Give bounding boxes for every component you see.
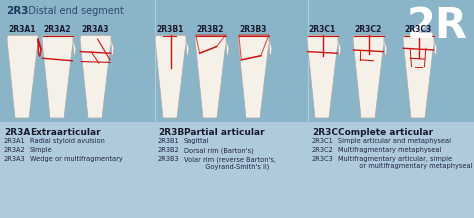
Text: 2R: 2R [407, 5, 468, 47]
Polygon shape [73, 38, 76, 57]
Text: Multifragmentary metaphyseal: Multifragmentary metaphyseal [338, 147, 441, 153]
Text: Radial styloid avulsion: Radial styloid avulsion [30, 138, 105, 144]
Text: 2R3B1: 2R3B1 [158, 138, 180, 144]
Text: Complete articular: Complete articular [338, 128, 433, 137]
Text: Distal end segment: Distal end segment [22, 6, 124, 16]
Polygon shape [269, 38, 272, 57]
Text: 2R3C2: 2R3C2 [355, 25, 382, 34]
Polygon shape [226, 38, 229, 57]
Text: 2R3B2: 2R3B2 [158, 147, 180, 153]
Text: Multifragmentary articular, simple
          or multifragmentary metaphyseal: Multifragmentary articular, simple or mu… [338, 156, 473, 169]
Text: Partial articular: Partial articular [184, 128, 264, 137]
Text: 2R3A2: 2R3A2 [4, 147, 26, 153]
Text: Sagittal: Sagittal [184, 138, 210, 144]
Polygon shape [7, 35, 38, 118]
Text: 2R3C: 2R3C [312, 128, 338, 137]
Text: Simple: Simple [30, 147, 53, 153]
Polygon shape [111, 38, 114, 57]
Text: Simple articular and metaphyseal: Simple articular and metaphyseal [338, 138, 451, 144]
Polygon shape [38, 38, 41, 57]
Text: 2R3: 2R3 [6, 6, 28, 16]
Polygon shape [238, 35, 270, 118]
Text: 2R3A2: 2R3A2 [43, 25, 71, 34]
Polygon shape [434, 38, 437, 57]
Text: 2R3B3: 2R3B3 [239, 25, 267, 34]
Text: 2R3A1: 2R3A1 [8, 25, 36, 34]
Polygon shape [338, 38, 341, 57]
Text: Volar rim (reverse Barton's,
          Goyrand-Smith's II): Volar rim (reverse Barton's, Goyrand-Smi… [184, 156, 276, 170]
Text: Dorsal rim (Barton's): Dorsal rim (Barton's) [184, 147, 254, 153]
Text: 2R3C2: 2R3C2 [312, 147, 334, 153]
Text: 2R3C1: 2R3C1 [309, 25, 336, 34]
Polygon shape [384, 38, 387, 57]
Text: 2R3C1: 2R3C1 [312, 138, 334, 144]
Polygon shape [353, 35, 384, 118]
Text: 2R3B1: 2R3B1 [156, 25, 184, 34]
Text: 2R3A3: 2R3A3 [4, 156, 26, 162]
Text: 2R3B: 2R3B [158, 128, 184, 137]
Polygon shape [307, 35, 338, 118]
Text: 2R3C3: 2R3C3 [404, 25, 432, 34]
Polygon shape [42, 35, 73, 118]
Polygon shape [80, 35, 111, 118]
Polygon shape [403, 35, 435, 118]
Text: Extraarticular: Extraarticular [30, 128, 100, 137]
Text: 2R3A1: 2R3A1 [4, 138, 26, 144]
Text: 2R3B3: 2R3B3 [158, 156, 180, 162]
Polygon shape [186, 38, 189, 57]
Text: 2R3C3: 2R3C3 [312, 156, 334, 162]
Text: 2R3A3: 2R3A3 [81, 25, 109, 34]
Text: Wedge or multifragmentary: Wedge or multifragmentary [30, 156, 123, 162]
FancyBboxPatch shape [0, 122, 474, 218]
Polygon shape [155, 35, 187, 118]
Text: 2R3B2: 2R3B2 [196, 25, 224, 34]
Text: 2R3A: 2R3A [4, 128, 30, 137]
Polygon shape [195, 35, 227, 118]
